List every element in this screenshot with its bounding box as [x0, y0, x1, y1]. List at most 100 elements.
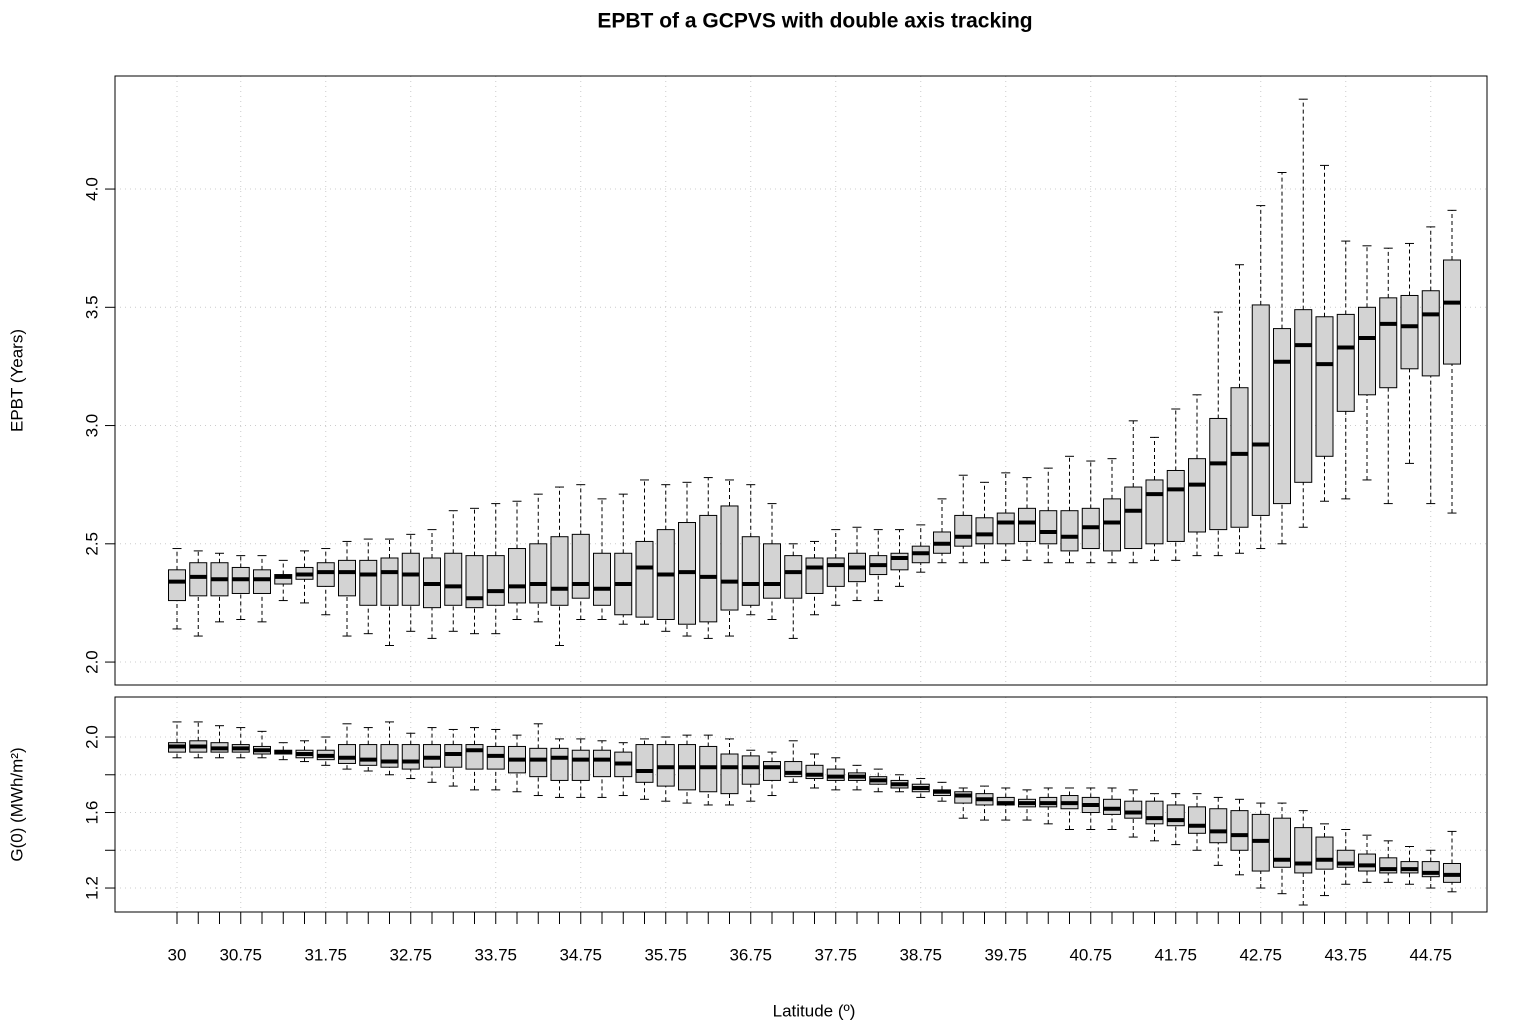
x-tick-label: 44.75	[1409, 945, 1452, 964]
box	[444, 552, 463, 606]
box	[763, 761, 781, 781]
box	[401, 552, 420, 606]
x-tick-label: 37.75	[814, 945, 857, 964]
y-tick-label: 4.0	[82, 177, 101, 201]
box	[1400, 294, 1419, 370]
x-tick-label: 30.75	[219, 945, 262, 964]
box	[338, 559, 356, 597]
box	[550, 536, 569, 606]
box	[508, 548, 526, 604]
box	[1294, 827, 1313, 874]
box	[826, 557, 845, 587]
box	[1209, 417, 1228, 531]
x-tick-label: 43.75	[1324, 945, 1367, 964]
box	[1018, 507, 1036, 542]
box	[359, 559, 378, 606]
box	[1230, 387, 1249, 528]
box	[529, 543, 548, 604]
x-tick-label: 38.75	[899, 945, 942, 964]
box	[1230, 810, 1249, 851]
box	[1273, 328, 1291, 505]
box	[890, 552, 909, 571]
x-tick-label: 41.75	[1154, 945, 1197, 964]
box	[1443, 259, 1461, 365]
x-tick-label: 40.75	[1069, 945, 1112, 964]
y-tick-label: 3.0	[82, 414, 101, 438]
box	[1358, 853, 1376, 872]
box	[1294, 309, 1313, 483]
box	[1188, 458, 1206, 533]
box	[741, 755, 760, 785]
x-tick-label: 39.75	[984, 945, 1027, 964]
box	[975, 517, 994, 545]
box	[1145, 800, 1164, 825]
box	[550, 747, 569, 781]
box	[1379, 297, 1398, 389]
box	[1166, 804, 1185, 827]
box	[741, 536, 760, 606]
x-axis-label: Latitude (º)	[773, 1001, 856, 1020]
y-tick-label: 1.2	[82, 876, 101, 900]
box	[720, 505, 739, 611]
box	[274, 574, 293, 585]
box	[699, 514, 718, 623]
y-tick-label: 1.6	[82, 801, 101, 825]
chart-title: EPBT of a GCPVS with double axis trackin…	[597, 10, 1032, 33]
box	[338, 744, 356, 764]
box	[465, 555, 484, 609]
y-axis-label: EPBT (Years)	[7, 329, 26, 432]
box	[1060, 510, 1079, 552]
box	[1251, 304, 1270, 516]
box	[401, 744, 420, 770]
box	[380, 557, 399, 606]
box	[1166, 469, 1185, 542]
plot-frame	[114, 696, 1488, 913]
box	[359, 744, 378, 766]
y-tick-label: 2.5	[82, 532, 101, 556]
box	[720, 753, 739, 795]
box	[253, 569, 271, 594]
box	[593, 749, 611, 778]
x-tick-label: 30	[168, 945, 187, 964]
box	[529, 747, 548, 778]
x-tick-label: 42.75	[1239, 945, 1282, 964]
y-tick-label: 3.5	[82, 295, 101, 319]
box	[954, 514, 973, 547]
box	[805, 557, 824, 594]
plot-frame	[114, 75, 1488, 686]
box	[1315, 316, 1334, 457]
box	[1145, 479, 1164, 545]
x-tick-label: 31.75	[304, 945, 347, 964]
box	[1421, 290, 1440, 377]
y-axis-label: G(0) (MWh/m²)	[7, 747, 26, 861]
box	[1124, 800, 1143, 819]
box	[486, 555, 505, 606]
x-tick-label: 35.75	[644, 945, 687, 964]
box	[1188, 806, 1206, 834]
y-tick-label: 2.0	[82, 725, 101, 749]
box	[784, 555, 803, 599]
box	[763, 543, 781, 599]
box	[316, 562, 335, 587]
box	[635, 540, 654, 618]
box	[1124, 486, 1143, 550]
box	[593, 552, 611, 606]
box	[1103, 498, 1121, 552]
box	[1273, 817, 1291, 868]
y-tick-label: 2.0	[82, 650, 101, 674]
box	[168, 569, 186, 602]
box	[635, 744, 654, 783]
box	[571, 749, 590, 781]
box	[1358, 306, 1376, 396]
x-tick-label: 33.75	[474, 945, 517, 964]
box	[1315, 836, 1334, 870]
box	[996, 512, 1015, 545]
box	[1336, 313, 1355, 412]
box	[1039, 510, 1058, 545]
box	[571, 533, 590, 599]
box	[1209, 808, 1228, 844]
x-tick-label: 36.75	[729, 945, 772, 964]
box	[380, 744, 399, 768]
